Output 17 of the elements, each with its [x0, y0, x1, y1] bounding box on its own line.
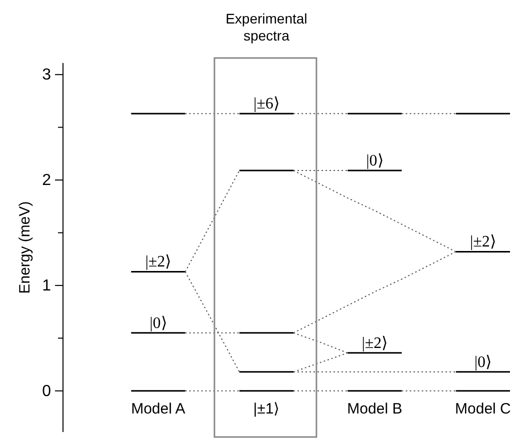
annotation: |0⟩: [150, 314, 167, 332]
annotation: |0⟩: [474, 354, 492, 371]
annotation: |±6⟩: [253, 96, 280, 113]
annotation: |0⟩: [366, 152, 384, 170]
x-tick-label: Model C: [455, 400, 512, 418]
text: Experimental spectra: [226, 10, 308, 44]
annotation: |±2⟩: [145, 254, 172, 271]
x-tick-label: Model B: [347, 400, 402, 418]
y-axis-title: Energy (meV): [16, 201, 34, 294]
annotation: |±2⟩: [362, 334, 388, 352]
x-tick-label: |±1⟩: [253, 400, 280, 418]
y-tick-label: 0: [42, 383, 52, 400]
x-tick-label: Model A: [131, 400, 186, 418]
y-tick-label: 3: [42, 66, 52, 84]
y-tick-label: 1: [42, 278, 52, 295]
annotation: |±2⟩: [470, 234, 496, 251]
y-tick-label: 2: [42, 172, 52, 190]
